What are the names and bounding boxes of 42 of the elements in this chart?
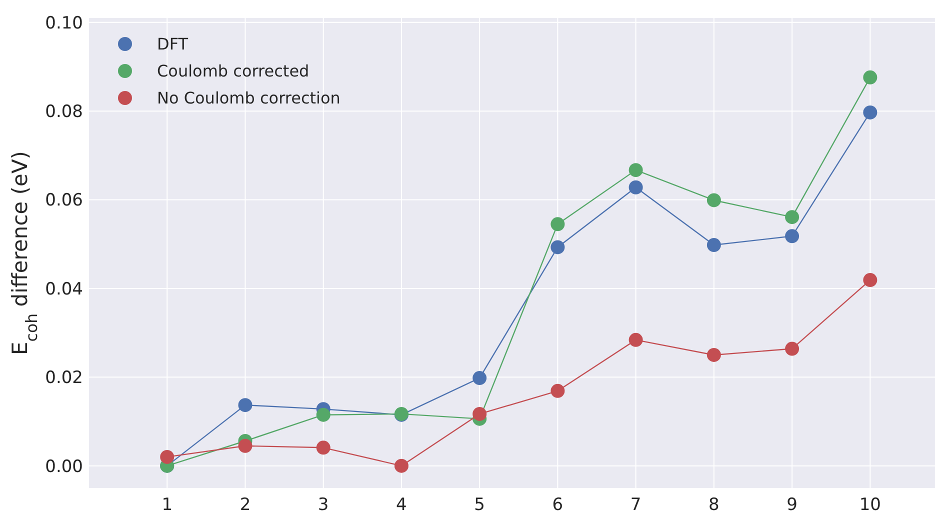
y-tick-label: 0.02 xyxy=(45,368,83,388)
x-tick-label: 5 xyxy=(474,495,485,513)
point xyxy=(785,342,800,356)
point xyxy=(472,406,487,421)
point xyxy=(706,238,721,252)
x-tick-label: 7 xyxy=(630,495,642,513)
y-tick-label: 0.00 xyxy=(45,456,83,477)
point xyxy=(628,180,643,194)
point xyxy=(785,210,800,224)
point xyxy=(706,348,721,362)
point xyxy=(238,398,252,412)
point xyxy=(160,450,174,464)
point xyxy=(550,384,565,398)
point xyxy=(238,438,252,453)
x-tick-label: 10 xyxy=(859,495,881,513)
point xyxy=(550,240,565,254)
x-tick-label: 2 xyxy=(240,495,251,513)
y-tick-label: 0.06 xyxy=(45,190,83,211)
point xyxy=(316,408,330,422)
point xyxy=(863,70,878,84)
y-tick-label: 0.08 xyxy=(45,102,83,122)
y-tick-label: 0.10 xyxy=(45,13,83,34)
x-tick-label: 1 xyxy=(162,495,173,513)
point xyxy=(863,105,878,120)
point xyxy=(394,458,408,473)
point xyxy=(628,332,643,347)
legend-label: DFT xyxy=(157,34,188,54)
point xyxy=(550,217,565,232)
point xyxy=(628,163,643,178)
x-tick-label: 8 xyxy=(708,495,720,513)
point xyxy=(316,440,330,455)
point xyxy=(472,371,487,386)
x-tick-label: 4 xyxy=(396,495,407,513)
y-tick-label: 0.04 xyxy=(45,279,83,300)
legend-label: Coulomb corrected xyxy=(157,62,310,81)
x-tick-label: 6 xyxy=(552,495,564,513)
point xyxy=(706,193,721,208)
x-tick-label: 3 xyxy=(318,495,329,513)
x-tick-label: 9 xyxy=(786,495,798,513)
legend-label: No Coulomb correction xyxy=(157,88,340,108)
point xyxy=(785,229,800,244)
point xyxy=(863,273,878,288)
